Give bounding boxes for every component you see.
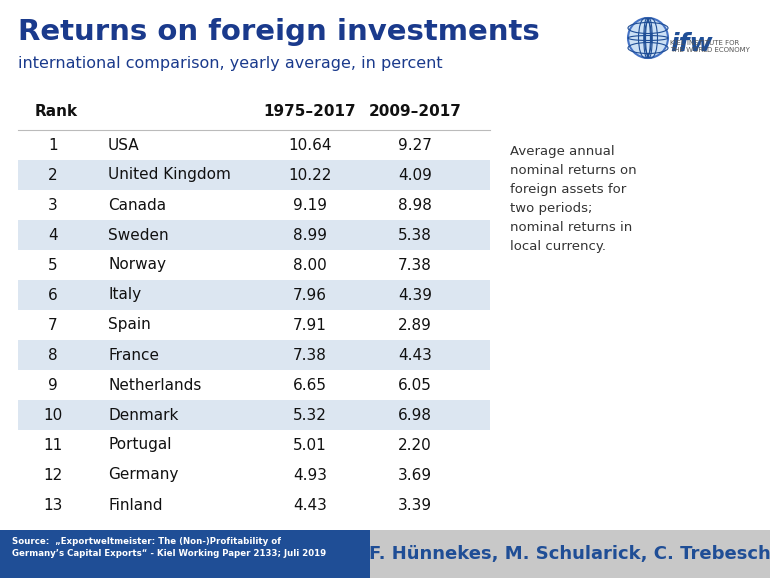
Circle shape [628, 18, 668, 58]
Text: 10.64: 10.64 [288, 138, 332, 153]
Text: 6: 6 [48, 287, 58, 302]
Text: 4.39: 4.39 [398, 287, 432, 302]
Bar [18, 160, 490, 190]
Text: 6.65: 6.65 [293, 377, 327, 392]
Text: 4: 4 [49, 228, 58, 243]
Text: KIEL INSTITUTE FOR
THE WORLD ECONOMY: KIEL INSTITUTE FOR THE WORLD ECONOMY [670, 40, 750, 54]
Text: Netherlands: Netherlands [108, 377, 202, 392]
Text: international comparison, yearly average, in percent: international comparison, yearly average… [18, 56, 443, 71]
Text: 2.89: 2.89 [398, 317, 432, 332]
Text: 10: 10 [43, 407, 62, 423]
Bar [18, 250, 490, 280]
Text: 5.38: 5.38 [398, 228, 432, 243]
Text: 5.01: 5.01 [293, 438, 327, 453]
Text: Sweden: Sweden [108, 228, 169, 243]
Text: 11: 11 [43, 438, 62, 453]
Text: 10.22: 10.22 [288, 168, 332, 183]
Text: 12: 12 [43, 468, 62, 483]
Text: Canada: Canada [108, 198, 166, 213]
Text: Source:  „Exportweltmeister: The (Non-)Profitability of
Germany’s Capital Export: Source: „Exportweltmeister: The (Non-)Pr… [12, 537, 326, 558]
Text: Portugal: Portugal [108, 438, 172, 453]
Bar [18, 490, 490, 520]
Text: Spain: Spain [108, 317, 151, 332]
Text: 2009–2017: 2009–2017 [369, 104, 461, 119]
Text: 9.27: 9.27 [398, 138, 432, 153]
Text: USA: USA [108, 138, 139, 153]
Text: 4.09: 4.09 [398, 168, 432, 183]
Text: 7.91: 7.91 [293, 317, 327, 332]
Text: 8.98: 8.98 [398, 198, 432, 213]
Text: Norway: Norway [108, 258, 166, 272]
Text: 4.43: 4.43 [398, 347, 432, 362]
Text: 6.98: 6.98 [398, 407, 432, 423]
Text: Finland: Finland [108, 498, 162, 513]
Bar [18, 310, 490, 340]
Bar [0, 530, 370, 578]
Text: 8.00: 8.00 [293, 258, 327, 272]
Text: 9.19: 9.19 [293, 198, 327, 213]
Text: ifw: ifw [670, 32, 712, 56]
Text: 3.69: 3.69 [398, 468, 432, 483]
Text: France: France [108, 347, 159, 362]
Bar [18, 220, 490, 250]
Text: 4.43: 4.43 [293, 498, 327, 513]
Text: 9: 9 [48, 377, 58, 392]
Text: 3: 3 [48, 198, 58, 213]
Text: 7: 7 [49, 317, 58, 332]
Text: 2.20: 2.20 [398, 438, 432, 453]
Text: 8.99: 8.99 [293, 228, 327, 243]
Text: 5: 5 [49, 258, 58, 272]
Text: 2: 2 [49, 168, 58, 183]
Text: Returns on foreign investments: Returns on foreign investments [18, 18, 540, 46]
Text: Average annual
nominal returns on
foreign assets for
two periods;
nominal return: Average annual nominal returns on foreig… [510, 145, 637, 253]
Bar [370, 530, 770, 578]
Bar [18, 430, 490, 460]
Text: Denmark: Denmark [108, 407, 179, 423]
Text: 7.38: 7.38 [398, 258, 432, 272]
Text: 13: 13 [43, 498, 62, 513]
Text: 7.96: 7.96 [293, 287, 327, 302]
Bar [18, 130, 490, 160]
Text: 7.38: 7.38 [293, 347, 327, 362]
Text: 5.32: 5.32 [293, 407, 327, 423]
Text: Germany: Germany [108, 468, 179, 483]
Bar [18, 190, 490, 220]
Text: 1: 1 [49, 138, 58, 153]
Bar [18, 280, 490, 310]
Text: 4.93: 4.93 [293, 468, 327, 483]
Bar [18, 460, 490, 490]
Text: Rank: Rank [35, 104, 78, 119]
Text: 6.05: 6.05 [398, 377, 432, 392]
Text: United Kingdom: United Kingdom [108, 168, 231, 183]
Text: 3.39: 3.39 [398, 498, 432, 513]
Bar [18, 340, 490, 370]
Text: 8: 8 [49, 347, 58, 362]
Bar [18, 370, 490, 400]
Text: Italy: Italy [108, 287, 141, 302]
Bar [18, 400, 490, 430]
Text: F. Hünnekes, M. Schularick, C. Trebesch: F. Hünnekes, M. Schularick, C. Trebesch [369, 545, 770, 563]
Text: 1975–2017: 1975–2017 [263, 104, 357, 119]
